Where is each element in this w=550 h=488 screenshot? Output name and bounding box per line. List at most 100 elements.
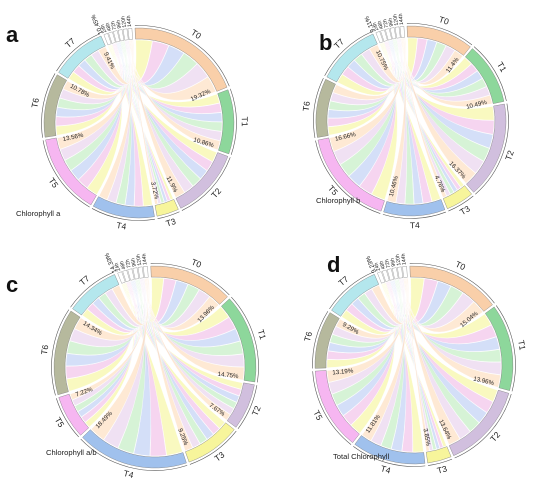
time-arc-120h — [137, 266, 144, 279]
time-arc-96h — [392, 267, 399, 280]
ribbon-T4-96h — [115, 41, 132, 205]
ribbon-T6-24h — [55, 44, 119, 136]
ribbon-T3-120h — [141, 278, 201, 448]
ribbon-T7-96h — [357, 279, 403, 328]
segment-label-T5: T5 — [53, 415, 67, 429]
segment-label-T4: T4 — [123, 468, 135, 480]
time-label-72h: 72h — [384, 258, 392, 268]
ribbon-T4-48h — [113, 43, 144, 207]
panel-caption-d: Total Chlorophyll — [333, 452, 389, 461]
time-label-48h: 48h — [119, 260, 127, 270]
arc-T6 — [43, 74, 67, 138]
segment-label-T1: T1 — [516, 339, 528, 351]
arc-T7 — [326, 33, 378, 83]
arc-outline-T6 — [51, 309, 70, 396]
arc-outline-T0 — [150, 263, 230, 296]
arc-outline-T4 — [382, 211, 446, 219]
time-arc-120h — [397, 266, 404, 279]
ribbon-T7-144h — [371, 278, 409, 325]
arc-outline-T6 — [313, 78, 324, 138]
time-label-144h: 144h — [126, 15, 133, 27]
arc-outline-T2 — [475, 103, 509, 195]
arc-outline-T1 — [231, 296, 259, 383]
ribbon-T5-24h — [85, 283, 135, 428]
ribbon-T4-72h — [118, 42, 136, 207]
ribbon-T5-24h — [87, 44, 123, 195]
ribbon-T3-144h — [130, 40, 159, 205]
time-label-48h: 48h — [377, 20, 385, 30]
ribbon-T4-96h — [394, 39, 414, 205]
ribbon-T7-48h — [87, 281, 138, 333]
ribbon-T2-72h — [390, 280, 487, 423]
ribbon-T6-48h — [55, 43, 121, 127]
segment-label-T1: T1 — [240, 117, 250, 127]
ribbon-T3-24h — [381, 43, 465, 188]
ribbon-T1-96h — [394, 279, 502, 362]
ribbon-T2-48h — [384, 41, 495, 135]
time-arc-72h — [385, 28, 392, 41]
ribbon-T5-120h — [328, 278, 404, 395]
ribbon-T1-96h — [392, 39, 487, 97]
ribbon-T2-144h — [129, 40, 185, 198]
ribbon-T2-96h — [135, 279, 237, 409]
time-arc-144h — [143, 266, 149, 278]
ribbon-T6-72h — [65, 280, 139, 367]
ribbon-T5-48h — [359, 41, 397, 195]
ribbon-T3-120h — [397, 38, 451, 197]
ribbon-T1-96h — [120, 41, 223, 132]
arc-outline-T1 — [495, 305, 516, 392]
time-arc-144h — [399, 26, 405, 38]
ribbon-T6-96h — [328, 39, 399, 111]
time-group-pct-label: 14.33% — [103, 251, 118, 274]
ribbon-T4-96h — [380, 279, 405, 450]
ribbon-T2-144h — [145, 278, 231, 421]
arc-outline-T5 — [312, 371, 352, 445]
ribbons — [55, 39, 223, 207]
arc-outline-T7 — [70, 271, 114, 308]
arc-outline-T0 — [406, 23, 473, 46]
ribbon-T4-72h — [132, 280, 151, 457]
ribbon-T1-120h — [396, 38, 491, 102]
arc-T0 — [134, 27, 228, 92]
ribbon-T5-48h — [343, 281, 397, 426]
pct-label-T1: 14.75% — [217, 371, 239, 380]
panel-caption-b: Chlorophyll b — [316, 196, 360, 205]
ribbon-T6-48h — [65, 281, 136, 379]
chord-panel-c: T013.96%T114.75%T27.67%T39.25%T418.49%T5… — [6, 251, 269, 480]
time-label-96h: 96h — [390, 257, 398, 267]
segment-label-T0: T0 — [189, 27, 203, 41]
panel-caption-a: Chlorophyll a — [16, 209, 61, 218]
ribbon-T5-144h — [57, 40, 133, 150]
ribbon-T5-24h — [350, 282, 396, 434]
segment-label-T3: T3 — [458, 203, 472, 217]
time-label-120h: 120h — [136, 254, 144, 266]
pct-label-T1: 13.96% — [473, 375, 496, 387]
segment-label-T6: T6 — [29, 97, 41, 109]
ribbon-T6-72h — [327, 280, 398, 353]
time-arc-144h — [402, 266, 408, 278]
ribbon-T6-72h — [327, 40, 396, 119]
time-arc-48h — [108, 31, 116, 44]
pct-label-T5: 13.19% — [332, 367, 354, 376]
ribbon-T3-72h — [389, 40, 458, 193]
arc-outline-T0 — [134, 25, 230, 87]
arc-T3 — [442, 185, 472, 210]
time-arc-48h — [122, 269, 130, 282]
segment-label-T7: T7 — [63, 36, 77, 50]
ribbon-T1-72h — [116, 42, 223, 122]
arc-T4 — [354, 435, 426, 465]
ribbon-T1-144h — [403, 278, 501, 388]
ribbon-T2-48h — [126, 282, 242, 396]
ribbon-T1-72h — [130, 280, 241, 348]
ribbon-T2-96h — [395, 279, 480, 432]
ribbon-T5-120h — [72, 278, 145, 406]
segment-label-T1: T1 — [495, 60, 509, 74]
ribbon-T4-120h — [395, 38, 408, 204]
arc-outline-T4 — [353, 446, 426, 467]
segment-label-T1: T1 — [256, 328, 269, 341]
ribbon-T2-144h — [404, 278, 461, 445]
segment-label-T4: T4 — [410, 220, 421, 230]
ribbon-T5-48h — [81, 281, 137, 423]
arc-outline-T1 — [230, 88, 237, 155]
